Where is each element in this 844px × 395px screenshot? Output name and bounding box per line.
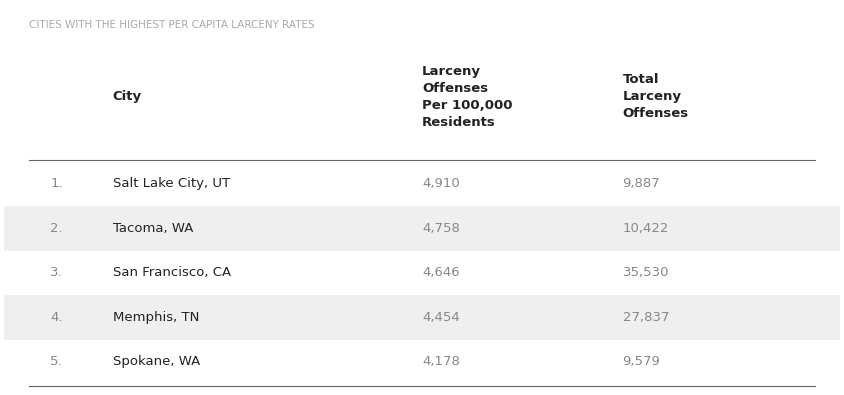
Text: City: City	[113, 90, 142, 103]
Text: 35,530: 35,530	[623, 266, 669, 279]
Text: 4,758: 4,758	[422, 222, 460, 235]
Text: Total
Larceny
Offenses: Total Larceny Offenses	[623, 73, 689, 120]
Text: 4.: 4.	[50, 311, 62, 324]
Text: 2.: 2.	[50, 222, 62, 235]
Text: 10,422: 10,422	[623, 222, 669, 235]
Text: 4,178: 4,178	[422, 356, 460, 368]
Text: San Francisco, CA: San Francisco, CA	[113, 266, 231, 279]
Text: 9,887: 9,887	[623, 177, 660, 190]
Text: 9,579: 9,579	[623, 356, 661, 368]
Text: 3.: 3.	[50, 266, 62, 279]
Text: 4,454: 4,454	[422, 311, 460, 324]
Text: 1.: 1.	[50, 177, 62, 190]
Text: 4,910: 4,910	[422, 177, 460, 190]
Text: 27,837: 27,837	[623, 311, 669, 324]
Text: Salt Lake City, UT: Salt Lake City, UT	[113, 177, 230, 190]
Text: CITIES WITH THE HIGHEST PER CAPITA LARCENY RATES: CITIES WITH THE HIGHEST PER CAPITA LARCE…	[30, 20, 315, 30]
Text: Tacoma, WA: Tacoma, WA	[113, 222, 193, 235]
FancyBboxPatch shape	[4, 206, 840, 251]
Text: 4,646: 4,646	[422, 266, 460, 279]
FancyBboxPatch shape	[4, 295, 840, 340]
Text: Memphis, TN: Memphis, TN	[113, 311, 199, 324]
Text: 5.: 5.	[50, 356, 62, 368]
Text: Larceny
Offenses
Per 100,000
Residents: Larceny Offenses Per 100,000 Residents	[422, 65, 512, 129]
Text: Spokane, WA: Spokane, WA	[113, 356, 200, 368]
